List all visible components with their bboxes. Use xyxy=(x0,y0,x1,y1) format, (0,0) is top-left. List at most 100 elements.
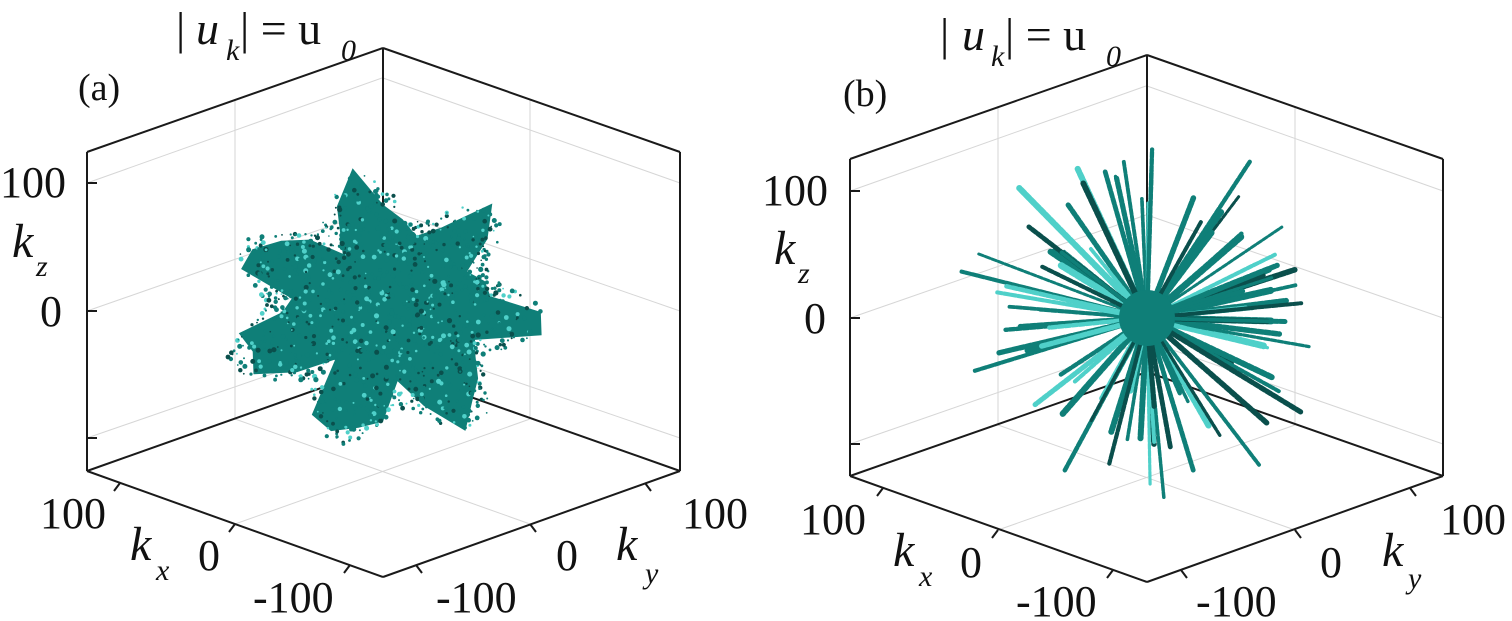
blob-a-speck xyxy=(347,332,351,336)
blob-a-speck xyxy=(506,326,512,332)
blob-a-speck xyxy=(411,233,417,238)
blob-a-speck xyxy=(450,235,453,239)
title-b: | u k | = u 0 xyxy=(940,9,1121,73)
blob-a-speck xyxy=(355,300,360,305)
blob-a-speck xyxy=(398,399,400,402)
blob-a-speck xyxy=(466,320,469,324)
blob-a-speck xyxy=(310,360,314,363)
blob-a-speck xyxy=(468,358,471,360)
blob-a-speck xyxy=(443,292,447,296)
blob-a-speck xyxy=(470,333,476,339)
blob-a-speck xyxy=(355,258,360,263)
blob-a-speck xyxy=(391,235,395,239)
blob-a-speck xyxy=(464,342,470,348)
blob-a-speck xyxy=(453,335,457,339)
blob-a-speck xyxy=(274,307,279,313)
blob-a-speck xyxy=(455,241,460,246)
blob-a-speck xyxy=(353,286,358,291)
blob-a-speck xyxy=(323,388,327,392)
blob-a-speck xyxy=(502,287,504,290)
blob-a-speck xyxy=(340,298,344,302)
xtick-b-100: 100 xyxy=(800,495,866,544)
blob-a-speck xyxy=(487,214,490,217)
blob-a-speck xyxy=(489,313,495,319)
svg-text:k: k xyxy=(774,222,797,275)
blob-a-speck xyxy=(275,289,278,293)
blob-a-speck xyxy=(427,265,430,268)
blob-a-speck xyxy=(280,334,286,340)
blob-a-speck xyxy=(497,222,502,227)
blob-a-speck xyxy=(394,229,399,234)
blob-a-speck xyxy=(418,332,422,336)
blob-a-speck xyxy=(358,305,363,310)
blob-a-speck xyxy=(298,258,301,261)
blob-a-speck xyxy=(483,391,487,395)
blob-a-speck xyxy=(348,373,352,377)
blob-a-speck xyxy=(509,331,515,337)
blob-a-speck xyxy=(284,241,290,247)
blob-a-speck xyxy=(285,311,289,315)
blob-a-speck xyxy=(332,244,334,247)
blob-a-speck xyxy=(370,272,374,276)
xtick-a-m100: -100 xyxy=(253,573,334,621)
blob-a-speck xyxy=(488,348,492,352)
blob-a-speck xyxy=(423,284,426,288)
blob-a-speck xyxy=(408,274,412,278)
blob-a-speck xyxy=(454,331,458,336)
blob-a-speck xyxy=(368,190,372,194)
blob-a-speck xyxy=(364,340,369,346)
blob-a-speck xyxy=(399,378,402,381)
blob-a-speck xyxy=(270,259,274,264)
blob-a-speck xyxy=(415,342,418,345)
blob-a-speck xyxy=(345,430,350,435)
blob-a-speck xyxy=(331,421,335,426)
blob-a-speck xyxy=(357,305,360,308)
blob-a-speck xyxy=(426,300,429,303)
blob-a-speck xyxy=(475,278,478,280)
blob-a-speck xyxy=(353,318,359,323)
blob-a-speck xyxy=(280,289,284,292)
blob-a-speck xyxy=(406,338,411,343)
blob-a-speck xyxy=(237,338,240,341)
blob-a-speck xyxy=(476,267,478,269)
blob-a-speck xyxy=(359,281,363,285)
blob-a-speck xyxy=(408,301,410,303)
blob-a-speck xyxy=(275,374,278,378)
blob-a-speck xyxy=(480,294,482,296)
blob-a-speck xyxy=(419,223,424,228)
blob-a-speck xyxy=(484,280,489,285)
blob-a-speck xyxy=(439,370,444,376)
svg-text:k: k xyxy=(1382,524,1405,577)
blob-a-speck xyxy=(336,367,340,371)
ztick-a-100: 100 xyxy=(0,158,66,207)
blob-a-speck xyxy=(254,241,258,245)
blob-a-speck xyxy=(341,274,345,278)
blob-a-speck xyxy=(322,314,326,318)
blob-a-speck xyxy=(336,399,341,404)
blob-a-speck xyxy=(285,258,290,262)
blob-a-speck xyxy=(419,411,423,415)
blob-a-speck xyxy=(297,268,301,271)
blob-a-speck xyxy=(350,222,355,227)
blob-a-speck xyxy=(491,218,497,223)
blob-a-speck xyxy=(483,254,487,258)
blob-a-speck xyxy=(331,277,335,280)
blob-a-speck xyxy=(319,248,322,251)
blob-a-speck xyxy=(396,391,402,397)
blob-a-speck xyxy=(484,236,488,240)
blob-a-speck xyxy=(373,180,376,184)
blob-a-speck xyxy=(332,349,336,353)
blob-a-speck xyxy=(348,439,351,442)
blob-a-speck xyxy=(273,245,277,249)
blob-a-speck xyxy=(468,423,472,427)
ytick-a-m100: -100 xyxy=(436,573,517,621)
blob-a-speck xyxy=(479,369,482,372)
blob-a-speck xyxy=(429,379,434,384)
blob-a-speck xyxy=(457,337,462,343)
blob-a-speck xyxy=(329,243,333,247)
blob-a-speck xyxy=(295,242,300,246)
blob-a-speck xyxy=(354,245,360,250)
blob-a-speck xyxy=(362,371,365,374)
blob-a-speck xyxy=(393,236,399,242)
